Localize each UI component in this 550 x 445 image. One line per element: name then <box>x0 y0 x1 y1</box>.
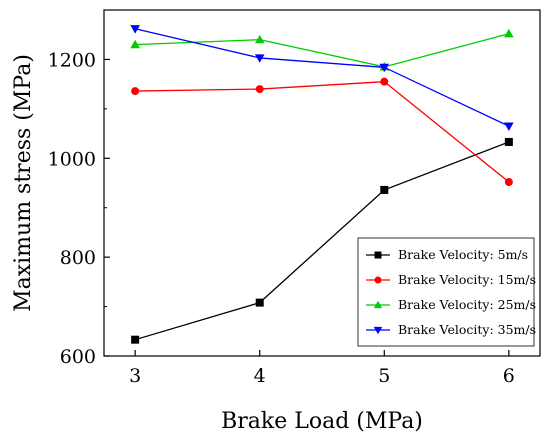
legend-label: Brake Velocity: 35m/s <box>398 322 536 337</box>
legend-marker <box>373 300 383 309</box>
legend-item: Brake Velocity: 35m/s <box>366 322 536 337</box>
series-layer <box>130 25 514 344</box>
data-point <box>504 178 513 187</box>
legend: Brake Velocity: 5m/s Brake Velocity: 15m/… <box>357 237 536 347</box>
y-axis: 600 800 1000 1200 <box>48 49 110 368</box>
data-point <box>504 122 514 131</box>
legend-item: Brake Velocity: 15m/s <box>366 272 536 287</box>
data-point <box>254 54 265 63</box>
series-line <box>135 33 510 68</box>
series-2 <box>131 77 513 187</box>
data-point <box>130 39 140 49</box>
x-tick-label: 4 <box>254 365 266 387</box>
x-tick-label: 3 <box>129 365 141 387</box>
x-tick-label: 5 <box>378 365 390 387</box>
legend-label: Brake Velocity: 25m/s <box>398 297 536 312</box>
series-4 <box>130 25 514 131</box>
y-axis-title: Maximum stress (MPa) <box>11 54 36 312</box>
legend-label: Brake Velocity: 5m/s <box>398 247 528 262</box>
data-point <box>254 34 265 44</box>
x-tick-label: 6 <box>503 365 515 387</box>
data-point <box>255 85 264 94</box>
data-point <box>131 335 140 344</box>
legend-marker <box>373 326 383 335</box>
data-point <box>131 87 140 96</box>
x-axis: 3 4 5 6 <box>129 350 515 387</box>
legend-marker <box>374 276 382 284</box>
data-point <box>255 298 264 307</box>
data-point <box>380 185 389 194</box>
legend-box <box>357 237 535 347</box>
y-tick-label: 800 <box>60 247 96 269</box>
legend-item: Brake Velocity: 5m/s <box>366 247 528 262</box>
series-line <box>135 81 510 183</box>
x-axis-title: Brake Load (MPa) <box>221 409 423 434</box>
series-3 <box>130 28 514 71</box>
y-tick-label: 1000 <box>48 148 96 170</box>
y-tick-label: 600 <box>60 346 96 368</box>
y-tick-label: 1200 <box>48 49 96 71</box>
series-line <box>134 28 510 127</box>
data-point <box>130 25 140 34</box>
data-point <box>380 77 389 86</box>
series-1 <box>131 137 513 344</box>
data-point <box>379 63 390 73</box>
legend-item: Brake Velocity: 25m/s <box>366 297 536 312</box>
series-line <box>134 141 510 341</box>
plot-area: 3 4 5 6 600 800 1000 1200 <box>48 9 541 387</box>
data-point <box>504 137 513 146</box>
legend-label: Brake Velocity: 15m/s <box>398 272 536 287</box>
legend-marker <box>374 251 382 259</box>
data-point <box>504 28 514 38</box>
plot-frame <box>103 9 541 357</box>
